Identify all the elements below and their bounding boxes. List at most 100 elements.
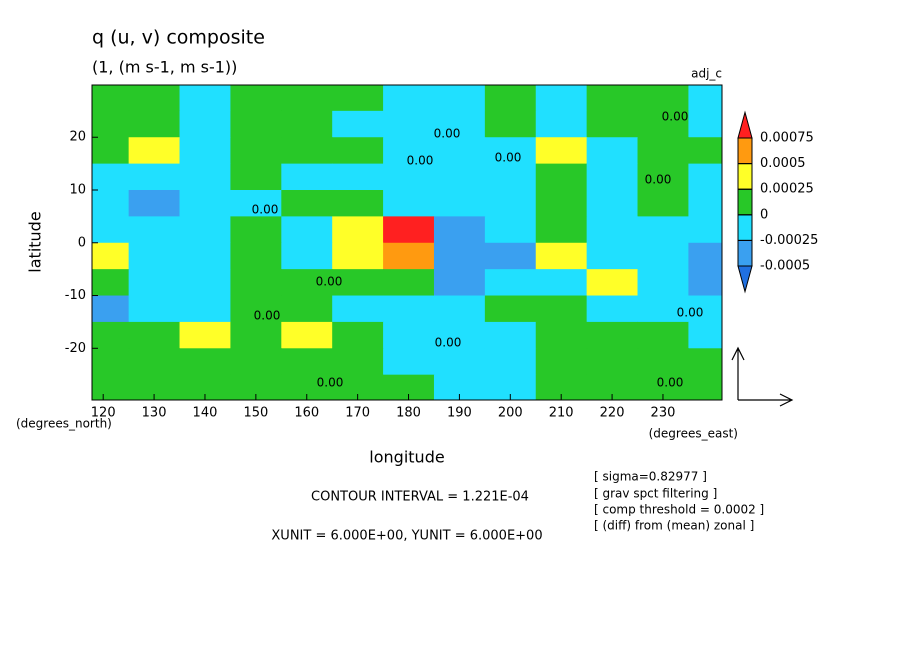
field-cell (688, 269, 722, 297)
field-cell (535, 163, 588, 191)
field-cell (586, 216, 639, 244)
x-tick-label: 160 (294, 406, 319, 421)
field-cell (332, 85, 384, 112)
field-cell (332, 242, 384, 270)
contour-label: 0.00 (407, 154, 434, 168)
field-cell (92, 85, 130, 112)
field-cell (535, 110, 588, 138)
y-tick-label: 10 (69, 183, 86, 198)
field-cell (586, 190, 639, 217)
field-cell (128, 110, 181, 138)
field-cell (433, 137, 486, 165)
field-cell (484, 85, 537, 112)
field (92, 85, 722, 400)
field-cell (535, 190, 588, 217)
field-cell (179, 163, 231, 191)
field-cell (92, 216, 130, 244)
field-cell (586, 348, 639, 376)
field-cell (637, 85, 689, 112)
field-cell (179, 190, 231, 217)
field-cell (433, 321, 486, 349)
field-cell (332, 137, 384, 165)
contour-label: 0.00 (657, 376, 684, 390)
contour-label: 0.00 (435, 336, 462, 350)
field-cell (128, 216, 181, 244)
field-cell (179, 216, 231, 244)
field-cell (433, 242, 486, 270)
field-cell (586, 110, 639, 138)
colorbar-band (737, 239, 753, 267)
y-tick-label: 0 (78, 235, 86, 250)
field-cell (281, 216, 333, 244)
x-tick-label: 200 (498, 406, 523, 421)
colorbar-band (737, 137, 753, 165)
colorbar-label: -0.0005 (760, 259, 810, 274)
field-cell (230, 190, 282, 217)
field-cell (637, 242, 689, 270)
contour-label: 0.00 (645, 173, 672, 187)
option: [ comp threshold = 0.0002 ] (594, 503, 764, 517)
field-cell (484, 348, 537, 376)
field-cell (433, 216, 486, 244)
field-cell (383, 269, 435, 297)
field-cell (637, 348, 689, 376)
field-cell (179, 85, 231, 112)
field-cell (128, 190, 181, 217)
option: [ grav spct filtering ] (594, 487, 717, 501)
field-cell (92, 374, 130, 400)
colorbar-label: 0.00075 (760, 131, 814, 146)
field-cell (332, 163, 384, 191)
field-cell (688, 216, 722, 244)
field-cell (230, 242, 282, 270)
field-cell (433, 295, 486, 323)
field-cell (128, 242, 181, 270)
field-cell (484, 137, 537, 165)
field-cell (535, 295, 588, 323)
field-cell (535, 216, 588, 244)
field-cell (281, 295, 333, 323)
field-cell (535, 321, 588, 349)
x-axis-label: longitude (369, 448, 444, 467)
field-cell (484, 269, 537, 297)
field-cell (586, 295, 639, 323)
vector-units: XUNIT = 6.000E+00, YUNIT = 6.000E+00 (271, 529, 542, 544)
x-tick-label: 130 (142, 406, 167, 421)
field-cell (332, 216, 384, 244)
field-cell (688, 348, 722, 376)
colorbar-band (737, 188, 753, 216)
field-cell (433, 110, 486, 138)
field-cell (281, 163, 333, 191)
colorbar-band (737, 163, 753, 190)
colorbar-end (737, 110, 753, 139)
field-cell (637, 269, 689, 297)
field-cell (383, 295, 435, 323)
x-tick-label: 120 (91, 406, 116, 421)
x-tick-label: 180 (396, 406, 421, 421)
field-cell (688, 137, 722, 165)
y-tick-label: -20 (65, 341, 86, 356)
field-cell (383, 242, 435, 270)
field-cell (230, 85, 282, 112)
x-tick-label: 210 (549, 406, 574, 421)
colorbar-label: 0 (760, 207, 768, 222)
field-cell (484, 110, 537, 138)
field-cell (128, 163, 181, 191)
field-cell (433, 190, 486, 217)
field-cell (433, 85, 486, 112)
field-cell (230, 216, 282, 244)
x-tick-label: 190 (447, 406, 472, 421)
x-tick-label: 230 (651, 406, 676, 421)
y-tick-label: 20 (69, 130, 86, 145)
field-cell (332, 190, 384, 217)
field-cell (281, 137, 333, 165)
y-axis-label: latitude (26, 211, 45, 272)
field-cell (688, 190, 722, 217)
field-cell (128, 137, 181, 165)
field-cell (586, 163, 639, 191)
field-cell (688, 85, 722, 112)
run-label: adj_c (691, 67, 722, 81)
field-cell (637, 110, 689, 138)
field-cell (92, 190, 130, 217)
contour-interval: CONTOUR INTERVAL = 1.221E-04 (311, 490, 529, 505)
field-cell (484, 163, 537, 191)
